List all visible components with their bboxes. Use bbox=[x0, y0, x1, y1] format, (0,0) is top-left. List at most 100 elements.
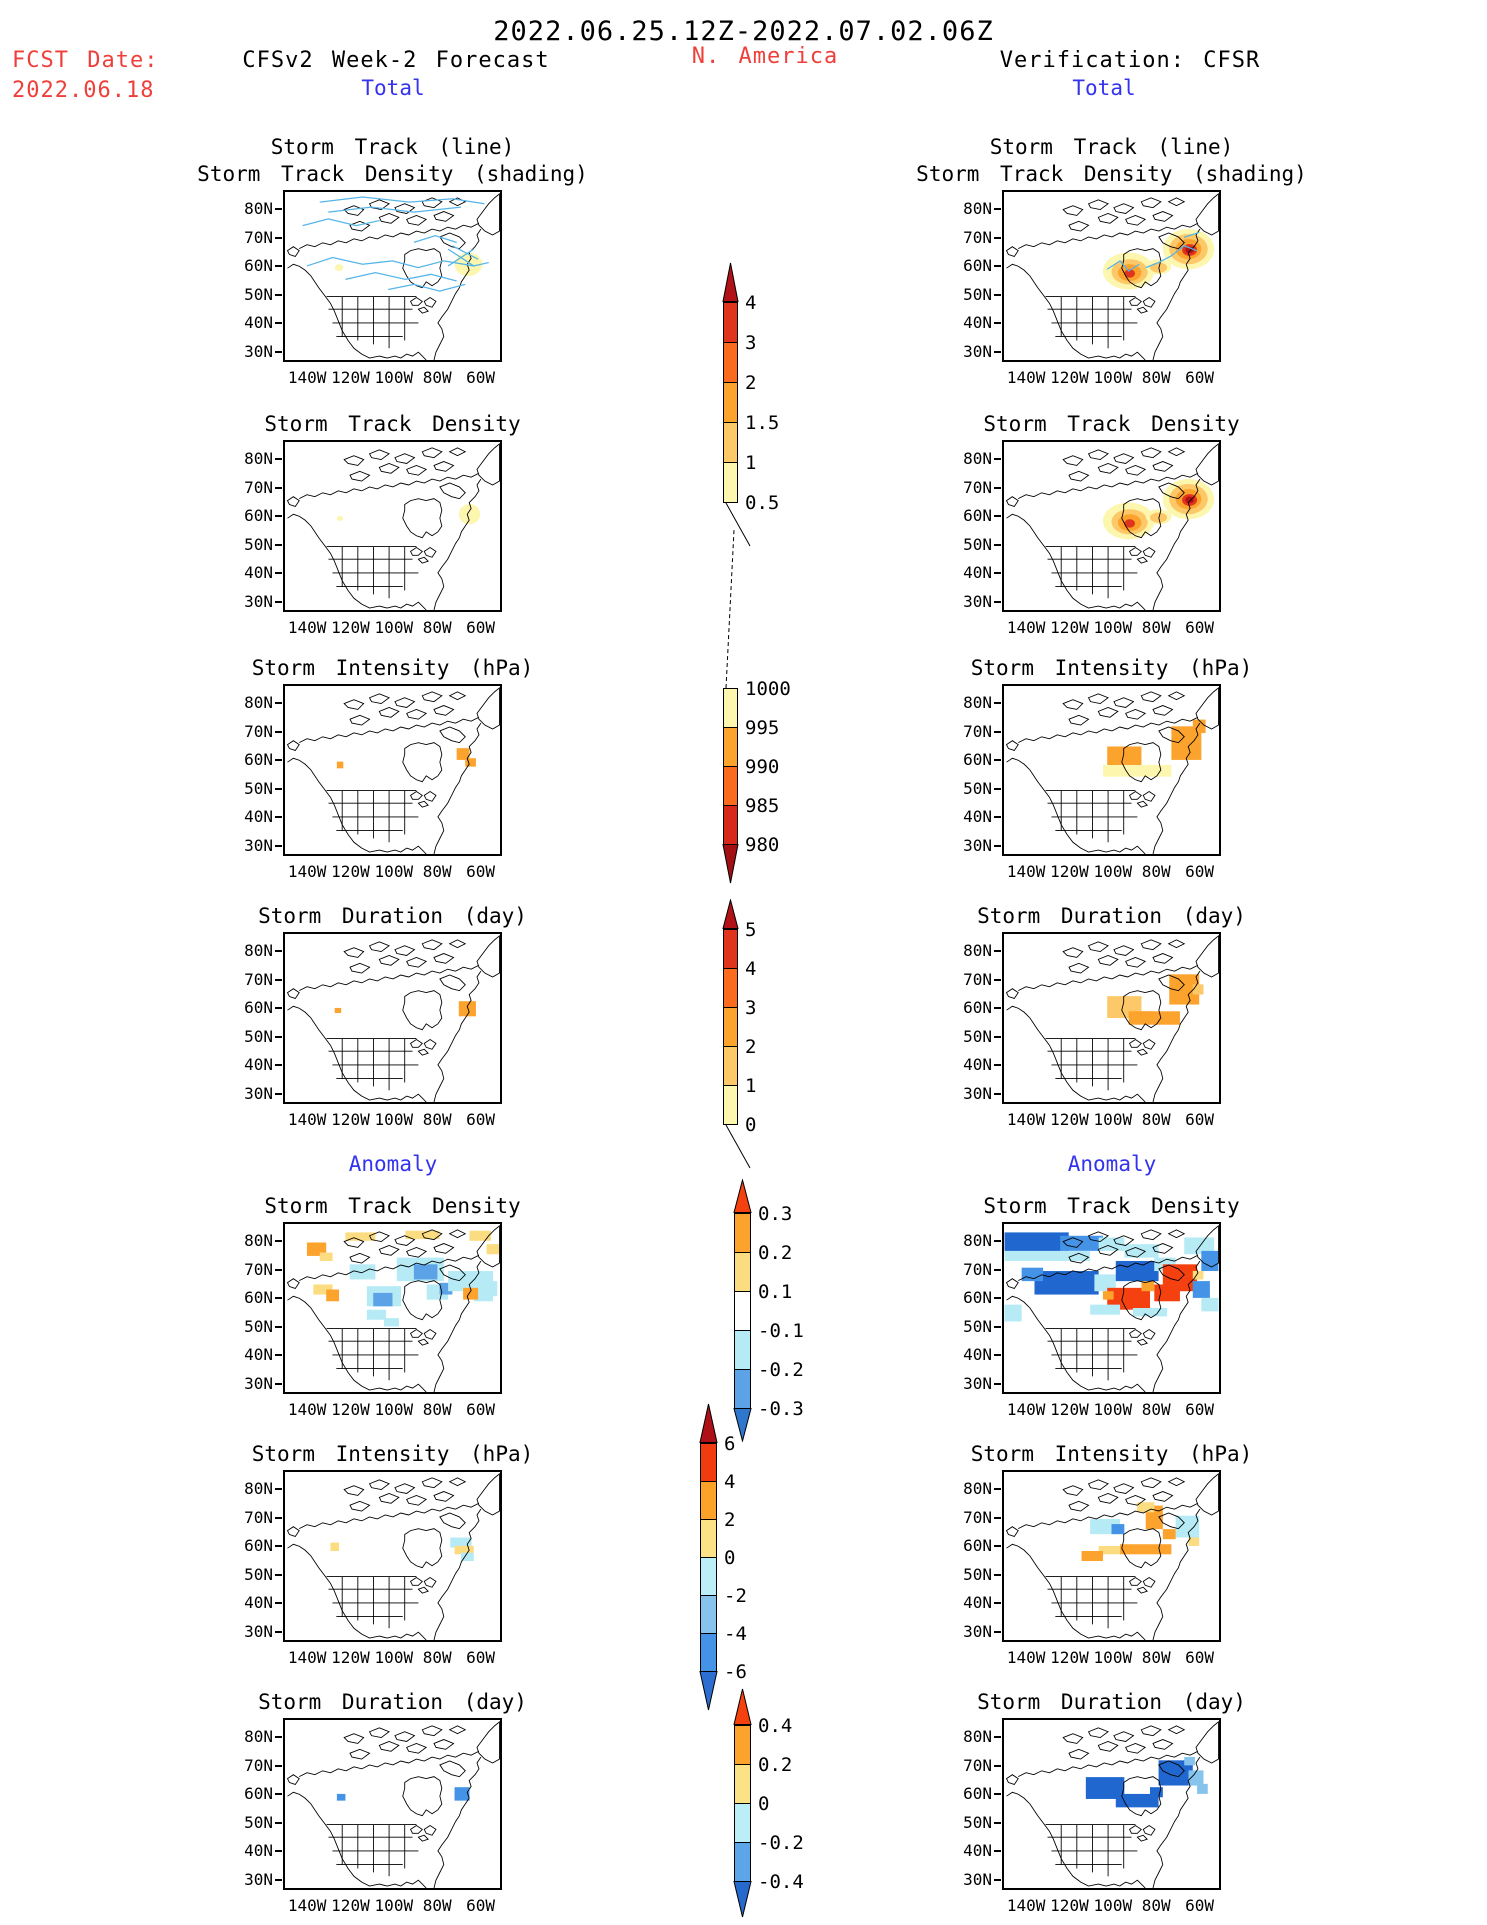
colorbar-scale-label: 985 bbox=[745, 795, 780, 817]
lat-tick bbox=[994, 1573, 1001, 1576]
colorbar-scale-label: 4 bbox=[724, 1471, 736, 1493]
lon-tick-label: 100W bbox=[374, 1896, 414, 1915]
colorbar-scale-label: -0.2 bbox=[758, 1832, 804, 1854]
map-panel-l1 bbox=[283, 190, 502, 362]
lat-tick bbox=[275, 1488, 282, 1491]
lat-tick bbox=[994, 1630, 1001, 1633]
shading-layer bbox=[1102, 478, 1215, 540]
colorbar-segment bbox=[734, 1764, 751, 1803]
map-title: Storm Intensity (hPa) bbox=[970, 656, 1253, 680]
shading-layer bbox=[334, 1001, 476, 1017]
colorbar-scale-label: -0.1 bbox=[758, 1320, 804, 1342]
map-title: Storm Track Density bbox=[264, 1194, 521, 1218]
colorbar-scale-label: 1 bbox=[745, 452, 757, 474]
colorbar-segment bbox=[723, 302, 738, 342]
lat-tick bbox=[994, 1064, 1001, 1067]
lat-tick bbox=[994, 978, 1001, 981]
colorbar-scale-label: 0 bbox=[745, 1114, 757, 1136]
lat-tick bbox=[994, 236, 1001, 239]
lat-tick-label: 60N bbox=[244, 750, 273, 770]
lat-tick-label: 60N bbox=[244, 1288, 273, 1308]
lat-tick bbox=[994, 1516, 1001, 1519]
lat-tick-label: 70N bbox=[244, 1755, 273, 1775]
lat-tick-label: 50N bbox=[244, 778, 273, 798]
lon-tick-label: 120W bbox=[331, 368, 370, 387]
lat-tick-label: 30N bbox=[244, 1373, 273, 1393]
lat-tick-label: 80N bbox=[963, 693, 992, 713]
lat-tick bbox=[994, 1007, 1001, 1010]
lat-tick-label: 60N bbox=[963, 506, 992, 526]
lat-tick bbox=[994, 458, 1001, 461]
storm-track-density-scale bbox=[723, 302, 738, 503]
lat-tick bbox=[275, 1354, 282, 1357]
lat-tick bbox=[994, 1764, 1001, 1767]
colorbar-segment bbox=[723, 1085, 738, 1124]
lat-tick-label: 80N bbox=[963, 941, 992, 961]
lat-tick-label: 80N bbox=[963, 1479, 992, 1499]
colorbar-tail bbox=[724, 501, 752, 548]
colorbar-segment bbox=[700, 1633, 717, 1671]
map-title: Storm Track (line) bbox=[270, 135, 515, 159]
lat-tick-label: 60N bbox=[244, 256, 273, 276]
lat-tick-label: 70N bbox=[963, 721, 992, 741]
lon-tick-label: 80W bbox=[422, 1400, 452, 1419]
colorbar-segment bbox=[723, 968, 738, 1007]
lon-tick-label: 60W bbox=[1185, 1110, 1214, 1129]
forecast-column-header: CFSv2 Week-2 Forecast bbox=[242, 48, 550, 73]
colorbar-segment bbox=[734, 1213, 751, 1252]
lat-tick-label: 30N bbox=[963, 341, 992, 361]
lat-tick-label: 50N bbox=[244, 284, 273, 304]
colorbar-segment bbox=[734, 1330, 751, 1369]
lat-tick bbox=[275, 265, 282, 268]
lat-tick bbox=[275, 293, 282, 296]
lat-tick-label: 80N bbox=[963, 1727, 992, 1747]
lat-tick-label: 50N bbox=[963, 1812, 992, 1832]
lon-tick-label: 140W bbox=[1006, 1896, 1046, 1915]
map-canvas-l6 bbox=[286, 1473, 500, 1640]
map-canvas-r7 bbox=[1005, 1721, 1219, 1888]
map-title: Storm Track Density (shading) bbox=[197, 162, 588, 186]
shading-layer bbox=[336, 504, 481, 525]
lat-tick-label: 40N bbox=[244, 563, 273, 583]
lon-tick-label: 140W bbox=[1006, 862, 1046, 881]
lat-tick bbox=[275, 1602, 282, 1605]
track-density-anomaly-scale-upper-arrow bbox=[733, 1179, 752, 1213]
lon-tick-label: 60W bbox=[1185, 1400, 1214, 1419]
total-label-left: Total bbox=[361, 76, 425, 100]
colorbar-scale-label: 0.2 bbox=[758, 1242, 793, 1264]
lon-tick-label: 60W bbox=[466, 1110, 495, 1129]
lat-tick bbox=[275, 1821, 282, 1824]
colorbar-tail bbox=[724, 1123, 752, 1170]
intensity-anomaly-scale-upper-arrow bbox=[699, 1403, 718, 1443]
lat-tick-label: 80N bbox=[244, 941, 273, 961]
storm-duration-scale-upper-arrow bbox=[722, 899, 739, 929]
lon-tick-label: 140W bbox=[287, 1896, 327, 1915]
lat-tick bbox=[994, 759, 1001, 762]
lon-tick-label: 60W bbox=[466, 1896, 495, 1915]
lat-tick-label: 30N bbox=[963, 835, 992, 855]
lon-tick-label: 120W bbox=[331, 862, 370, 881]
lon-tick-label: 60W bbox=[466, 862, 495, 881]
lat-tick-label: 50N bbox=[244, 1812, 273, 1832]
anomaly-label-right: Anomaly bbox=[1067, 1152, 1157, 1176]
coastline-layer bbox=[286, 193, 500, 360]
map-canvas-l4 bbox=[286, 935, 500, 1102]
lon-tick-label: 80W bbox=[422, 1896, 452, 1915]
lon-tick-label: 140W bbox=[287, 368, 327, 387]
colorbar-scale-label: 1 bbox=[745, 1075, 757, 1097]
colorbar-scale-label: -0.2 bbox=[758, 1359, 804, 1381]
map-title: Storm Track Density (shading) bbox=[916, 162, 1307, 186]
lon-tick-label: 120W bbox=[1050, 1110, 1089, 1129]
lat-tick bbox=[275, 236, 282, 239]
map-panel-l6 bbox=[283, 1470, 502, 1642]
lat-tick bbox=[994, 322, 1001, 325]
lat-tick-label: 70N bbox=[244, 721, 273, 741]
colorbar-segment bbox=[723, 766, 738, 805]
lat-tick-label: 30N bbox=[963, 591, 992, 611]
lat-tick bbox=[275, 515, 282, 518]
map-panel-r3 bbox=[1002, 684, 1221, 856]
duration-anomaly-scale-lower-arrow bbox=[733, 1881, 752, 1918]
lat-tick-label: 40N bbox=[963, 1841, 992, 1861]
lon-tick-label: 100W bbox=[1093, 1110, 1133, 1129]
colorbar-segment bbox=[734, 1291, 751, 1330]
